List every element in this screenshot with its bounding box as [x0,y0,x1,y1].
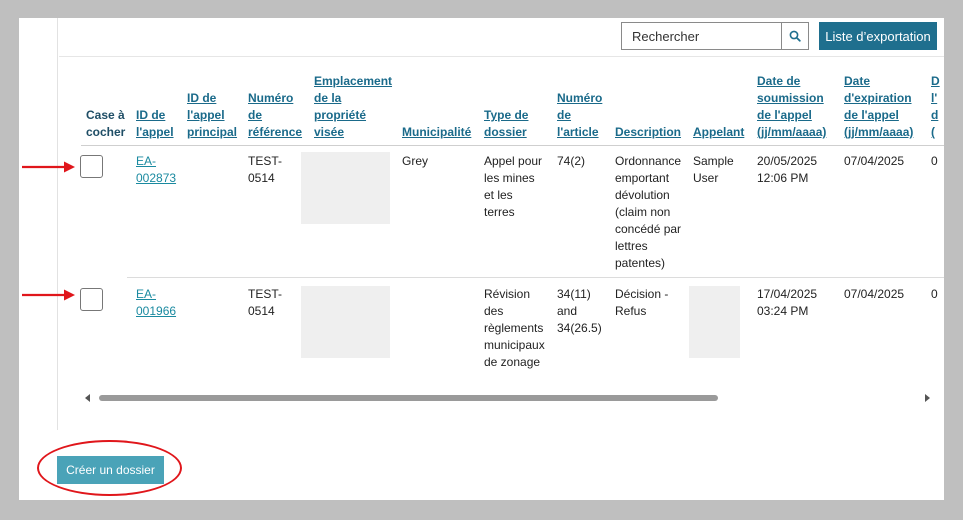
header-bottom-border [81,145,944,146]
property-location-placeholder [301,286,390,358]
appeal-id-link[interactable]: EA- 001966 [136,287,177,318]
description: Ordonnance emportant dévolution (claim non c… [615,154,682,270]
column-header-appeal-id[interactable]: ID de l'appel [136,108,174,139]
scrollbar-thumb[interactable] [99,395,718,401]
column-header-municipality[interactable]: Municipalité [402,125,472,139]
column-header-parent-appeal-id[interactable]: ID de l'appel principal [187,91,238,139]
row-checkbox[interactable] [80,288,103,311]
column-header-description[interactable]: Description [615,125,682,139]
header-divider [59,56,944,57]
description: Décision - Refus [615,287,669,318]
expiry-date: 07/04/2025 [844,154,905,168]
submission-date: 17/04/2025 03:24 PM [757,287,818,318]
annotation-arrow-icon [22,161,75,173]
search-icon [789,30,801,42]
column-header-article-number[interactable]: Numéro de l'article [557,91,603,139]
reference-number: TEST- 0514 [248,287,283,318]
submission-date: 20/05/2025 12:06 PM [757,154,818,185]
search-input[interactable] [622,23,782,49]
case-type: Révision des règlements municipaux de zonage [484,287,545,369]
search-button[interactable] [781,22,809,50]
column-header-reference-number[interactable]: Numéro de référence [248,91,303,139]
export-list-button[interactable]: Liste d’exportation [819,22,937,50]
column-header-property-location[interactable]: Emplacement de la propriété visée [314,74,393,139]
annotation-arrow-icon [22,289,75,301]
row-divider [127,277,944,278]
scroll-left-icon[interactable] [85,394,90,402]
column-header-case-type[interactable]: Type de dossier [484,108,529,139]
truncated-cell: 0 [931,154,938,168]
article-number: 74(2) [557,154,586,168]
property-location-placeholder [301,152,390,224]
appellant: Sample User [693,154,734,185]
column-header-submission-date[interactable]: Date de soumission de l'appel (jj/mm/aaaa) [757,74,827,139]
municipality: Grey [402,154,429,168]
appeal-id-link[interactable]: EA- 002873 [136,154,177,185]
expiry-date: 07/04/2025 [844,287,905,301]
reference-number: TEST- 0514 [248,154,283,185]
article-number: 34(11) and 34(26.5) [557,287,602,335]
column-header-expiry-date[interactable]: Date d'expiration de l'appel (jj/mm/aaaa) [844,74,914,139]
truncated-cell: 0 [931,287,938,301]
appellant-placeholder [689,286,740,358]
case-type: Appel pour les mines et les terres [484,154,543,219]
highlight-circle [37,440,182,496]
search-field[interactable] [621,22,782,50]
left-divider [57,18,58,430]
column-header-appellant[interactable]: Appelant [693,125,745,139]
row-checkbox[interactable] [80,155,103,178]
column-header-checkbox: Case à cocher [86,108,126,139]
scroll-right-icon[interactable] [925,394,930,402]
